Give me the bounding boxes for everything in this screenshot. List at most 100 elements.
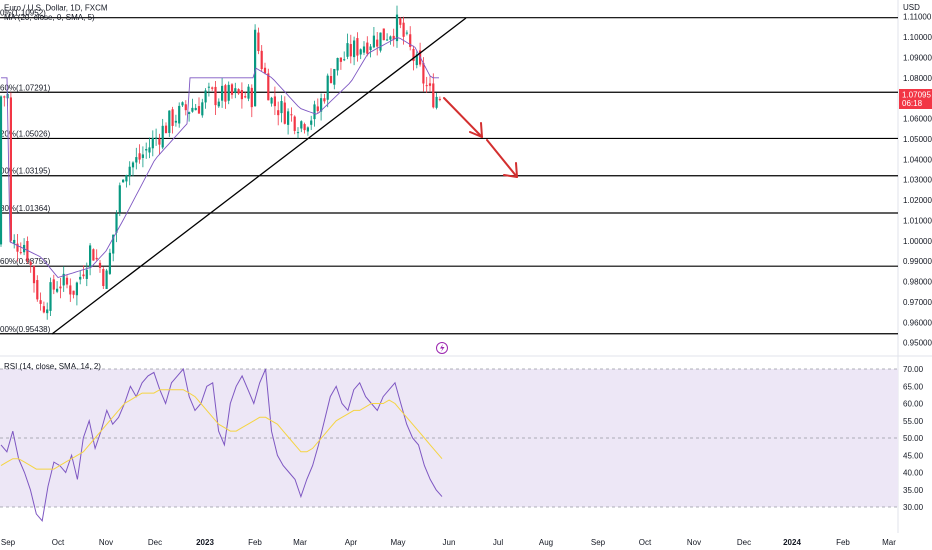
candle-body (138, 153, 141, 160)
candle-body (270, 97, 273, 104)
ma-line (1, 37, 439, 279)
trendline[interactable] (51, 17, 467, 335)
candle-body (329, 76, 333, 83)
candle-body (263, 67, 267, 74)
candle-body (191, 107, 194, 112)
candle-body (402, 22, 405, 37)
candle-body (151, 138, 154, 149)
rsi-tick-label: 65.00 (903, 382, 924, 391)
candle-body (46, 309, 49, 314)
candle-body (98, 262, 102, 268)
candle-body (415, 54, 418, 66)
candle-body (174, 120, 177, 123)
candle-body (49, 282, 52, 311)
rsi-tick-label: 70.00 (903, 365, 924, 374)
candle-body (267, 73, 270, 101)
price-tick-label: 1.09000 (903, 53, 932, 62)
candle-body (9, 97, 12, 241)
rsi-lines (0, 367, 443, 522)
price-tick-label: 1.04000 (903, 155, 932, 164)
candle-body (13, 239, 16, 244)
time-tick-label: Jul (493, 538, 503, 547)
fib-level-label: 60%(1.07291) (0, 83, 51, 92)
candle-body (300, 121, 303, 129)
candle-body (316, 106, 319, 112)
price-tick-label: 0.99000 (903, 257, 932, 266)
rsi-legend[interactable]: RSI (14, close, SMA, 14, 2) (4, 362, 101, 371)
candle-body (293, 116, 296, 131)
price-tick-label: 0.95000 (903, 339, 932, 348)
candle-body (184, 104, 187, 111)
candle-body (303, 124, 306, 131)
lightning-icon[interactable] (436, 342, 448, 354)
candle-body (115, 213, 118, 233)
projection-arrows[interactable] (443, 97, 518, 178)
price-tick-label: 1.08000 (903, 74, 932, 83)
candle-body (42, 306, 45, 313)
candle-body (141, 154, 144, 158)
candle-body (273, 96, 276, 107)
time-tick-label: Feb (248, 538, 262, 547)
candle-body (257, 32, 260, 52)
candle-body (254, 29, 257, 107)
candle-body (69, 285, 72, 295)
candle-body (75, 282, 78, 296)
candle-body (16, 243, 19, 252)
candle-body (108, 252, 111, 274)
candle-body (349, 44, 352, 57)
fib-level-label: 0%(1.10952) (0, 9, 46, 18)
candle-body (197, 106, 201, 114)
candle-body (204, 90, 207, 103)
countdown-value: 06:18 (902, 99, 923, 108)
candle-body (29, 262, 32, 265)
last-price-value: 1.07095 (902, 91, 931, 100)
candle-body (214, 86, 217, 106)
rsi-tick-label: 30.00 (903, 503, 924, 512)
candle-body (320, 98, 323, 112)
candle-body (72, 290, 75, 295)
time-tick-label: Aug (539, 538, 553, 547)
candle-body (131, 162, 135, 168)
candle-body (221, 85, 224, 101)
price-tick-label: 0.96000 (903, 318, 932, 327)
candle-body (112, 234, 115, 254)
fib-level-label: 20%(1.05026) (0, 129, 51, 138)
candle-body (171, 109, 174, 126)
candle-body (260, 50, 263, 70)
symbol-title[interactable]: Euro / U.S. Dollar, 1D, FXCM (4, 4, 108, 13)
rsi-tick-label: 50.00 (903, 434, 924, 443)
candle-body (168, 110, 171, 133)
candle-body (386, 39, 389, 41)
candle-body (178, 105, 181, 124)
candle-body (95, 257, 98, 260)
candle-body (379, 32, 382, 51)
candle-body (145, 149, 148, 151)
candle-body (188, 112, 191, 115)
candle-body (135, 157, 138, 163)
candle-body (339, 57, 342, 62)
candle-body (250, 87, 253, 108)
candle-body (313, 104, 316, 120)
candle-body (52, 279, 55, 290)
ma-legend[interactable]: MA (20, close, 0, SMA, 5) (4, 13, 95, 22)
candle-body (155, 137, 158, 139)
candle-body (3, 96, 6, 98)
candle-body (89, 245, 92, 267)
candle-body (326, 75, 329, 100)
candle-body (158, 138, 161, 145)
price-tick-label: 1.11000 (903, 13, 932, 22)
candle-body (59, 286, 62, 289)
price-tick-label: 1.06000 (903, 115, 932, 124)
candle-body (122, 179, 125, 183)
candle-body (56, 288, 59, 292)
last-price-badge: 1.07095 06:18 (899, 89, 932, 109)
candle-body (310, 120, 313, 125)
price-tick-label: 1.02000 (903, 196, 932, 205)
candle-body (283, 102, 286, 124)
candle-body (247, 86, 250, 99)
candle-body (227, 84, 230, 101)
candle-body (399, 18, 402, 25)
rsi-tick-label: 60.00 (903, 400, 924, 409)
candle-body (306, 127, 309, 132)
candle-body (425, 85, 428, 87)
